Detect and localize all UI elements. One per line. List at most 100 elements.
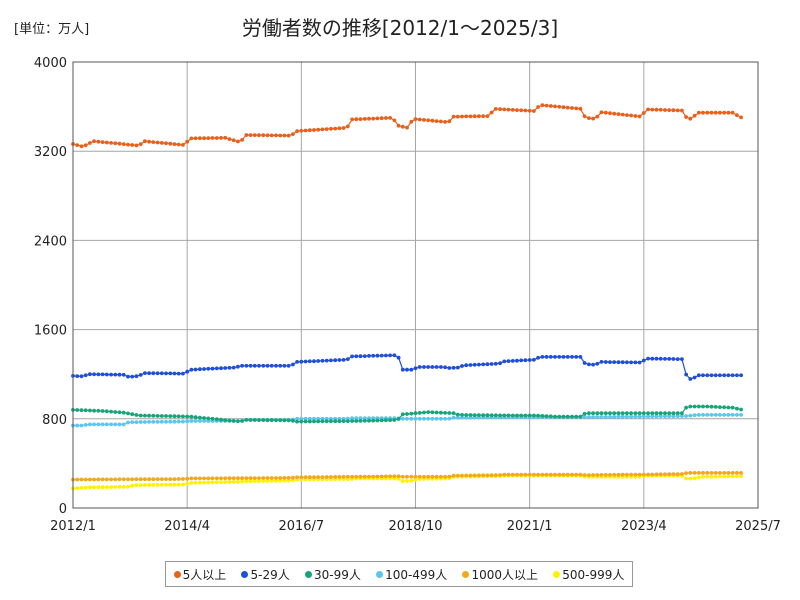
data-point	[379, 474, 384, 479]
data-point	[392, 353, 397, 358]
data-point	[282, 476, 287, 480]
data-point	[375, 418, 380, 423]
data-point	[400, 416, 405, 421]
data-point	[92, 139, 96, 144]
data-point	[307, 128, 312, 133]
data-point	[214, 417, 219, 422]
data-point	[696, 413, 701, 417]
data-point	[675, 411, 680, 416]
data-point	[663, 108, 667, 112]
data-point	[100, 485, 105, 490]
data-point	[705, 373, 710, 378]
data-point	[447, 119, 452, 124]
data-point	[219, 480, 223, 485]
data-point	[472, 114, 477, 119]
data-point	[654, 472, 659, 477]
data-point	[286, 418, 291, 423]
data-point	[582, 114, 587, 119]
data-point	[252, 418, 257, 422]
data-point	[650, 472, 655, 477]
data-point	[375, 474, 380, 479]
data-point	[337, 358, 342, 362]
data-point	[565, 414, 570, 419]
data-point	[236, 419, 240, 424]
data-point	[396, 477, 401, 481]
data-point	[358, 416, 363, 421]
data-point	[371, 116, 376, 121]
data-point	[692, 476, 697, 481]
data-point	[650, 107, 655, 112]
data-point	[189, 481, 194, 485]
data-point	[616, 472, 621, 477]
data-point	[75, 374, 80, 378]
data-point	[223, 480, 228, 484]
data-point	[633, 472, 638, 477]
data-point	[532, 357, 536, 362]
data-point	[709, 373, 714, 378]
data-point	[227, 418, 232, 423]
data-point	[688, 471, 693, 475]
data-point	[527, 108, 532, 113]
x-tick-label: 2025/7	[735, 519, 781, 534]
data-point	[510, 359, 515, 363]
data-point	[464, 363, 469, 368]
data-point	[658, 356, 663, 361]
data-point	[367, 116, 371, 121]
data-point	[189, 367, 194, 372]
data-point	[464, 415, 469, 420]
data-point	[274, 476, 278, 480]
data-point	[126, 420, 130, 425]
data-point	[121, 422, 126, 427]
data-point	[282, 418, 287, 423]
data-point	[193, 476, 198, 481]
data-point	[625, 113, 629, 117]
data-point	[443, 365, 447, 370]
data-point	[278, 476, 283, 480]
data-point	[151, 371, 156, 376]
data-point	[726, 471, 731, 475]
data-point	[236, 139, 240, 144]
data-point	[455, 114, 460, 119]
data-point	[739, 474, 743, 479]
data-point	[299, 475, 304, 480]
data-point	[468, 363, 473, 367]
data-point	[130, 477, 135, 482]
data-point	[477, 114, 481, 119]
data-point	[616, 112, 621, 116]
data-point	[472, 473, 477, 478]
data-point	[303, 419, 308, 424]
data-point	[88, 422, 92, 427]
data-point	[688, 476, 693, 481]
data-point	[130, 143, 135, 147]
data-point	[477, 362, 481, 367]
data-point	[460, 413, 464, 417]
data-point	[130, 483, 135, 488]
data-point	[138, 420, 143, 424]
data-point	[587, 411, 591, 416]
data-point	[671, 414, 676, 419]
data-point	[295, 475, 299, 480]
data-point	[409, 474, 414, 479]
data-point	[198, 415, 202, 420]
data-point	[371, 418, 376, 423]
data-point	[193, 136, 198, 141]
data-point	[426, 410, 431, 414]
data-point	[83, 373, 88, 378]
data-point	[684, 115, 688, 119]
data-point	[176, 414, 181, 419]
series-layer	[71, 103, 743, 491]
data-point	[354, 416, 359, 421]
data-point	[595, 415, 600, 419]
data-point	[329, 419, 333, 424]
data-point	[261, 133, 266, 138]
data-point	[485, 114, 490, 118]
data-point	[502, 472, 507, 477]
data-point	[265, 363, 270, 368]
data-point	[650, 414, 655, 419]
legend-marker-icon	[553, 570, 561, 578]
data-point	[147, 483, 152, 487]
data-point	[316, 416, 321, 421]
data-point	[455, 412, 460, 417]
data-point	[688, 377, 693, 381]
data-point	[641, 472, 646, 477]
